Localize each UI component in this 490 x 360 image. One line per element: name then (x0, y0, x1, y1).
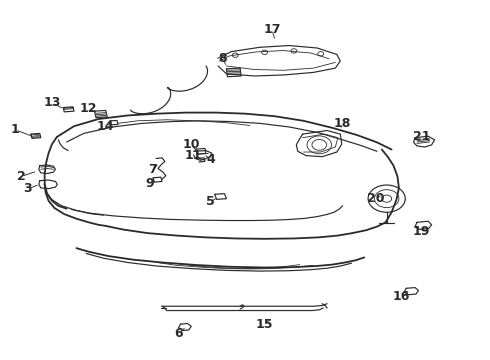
Text: 3: 3 (23, 183, 32, 195)
Text: 8: 8 (219, 51, 227, 64)
Text: 18: 18 (334, 117, 351, 130)
Text: 5: 5 (206, 195, 215, 208)
Text: 19: 19 (412, 225, 430, 238)
Text: 6: 6 (175, 327, 183, 340)
Text: 10: 10 (182, 138, 200, 151)
Text: 12: 12 (80, 102, 98, 115)
Text: 2: 2 (17, 170, 25, 183)
Text: 4: 4 (206, 153, 215, 166)
Text: 20: 20 (367, 192, 385, 205)
Text: 13: 13 (43, 96, 61, 109)
Text: 15: 15 (256, 318, 273, 331)
Text: 1: 1 (11, 123, 20, 136)
Text: 17: 17 (263, 23, 281, 36)
Text: 9: 9 (146, 177, 154, 190)
Text: 7: 7 (148, 163, 156, 176)
Text: 14: 14 (97, 120, 115, 133)
Text: 11: 11 (185, 149, 202, 162)
Text: 16: 16 (392, 290, 410, 303)
Text: 21: 21 (413, 130, 431, 144)
